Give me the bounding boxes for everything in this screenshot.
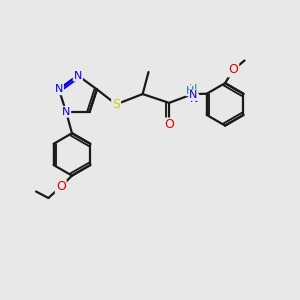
Text: N: N	[55, 84, 63, 94]
Text: H: H	[186, 85, 194, 95]
Text: H: H	[188, 84, 197, 94]
Text: O: O	[228, 63, 238, 76]
Text: N: N	[74, 70, 82, 80]
Text: O: O	[56, 180, 66, 193]
Text: N: N	[62, 107, 70, 117]
Text: S: S	[112, 98, 120, 111]
Text: N: N	[189, 90, 197, 100]
Text: N: N	[190, 94, 198, 104]
Text: O: O	[164, 118, 174, 131]
